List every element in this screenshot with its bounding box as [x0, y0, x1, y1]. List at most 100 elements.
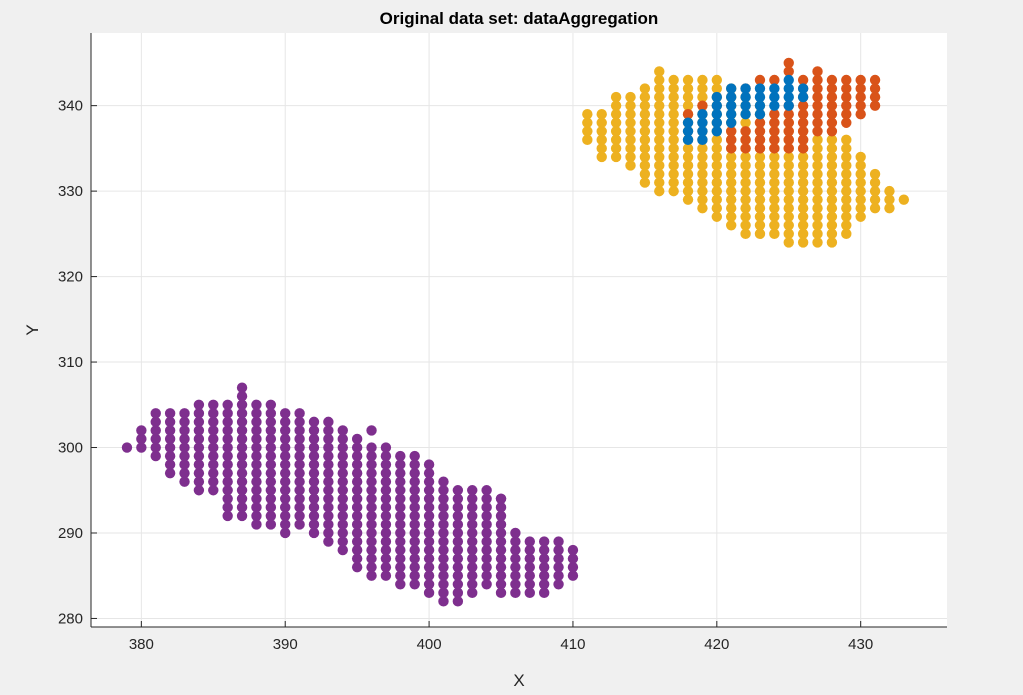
data-point: [265, 493, 277, 504]
data-point: [726, 134, 737, 146]
data-point: [711, 117, 723, 128]
data-point: [395, 553, 406, 564]
data-point: [467, 527, 478, 539]
data-point: [236, 459, 248, 470]
data-point: [783, 160, 794, 171]
data-point: [668, 143, 679, 154]
data-point: [409, 579, 420, 590]
data-point: [797, 228, 809, 240]
data-point: [740, 220, 751, 231]
data-point: [236, 510, 248, 522]
y-tick-label: 340: [58, 98, 83, 115]
data-point: [553, 553, 564, 564]
data-point: [236, 425, 248, 436]
data-point: [654, 151, 665, 163]
data-point: [754, 126, 766, 137]
data-point: [366, 476, 377, 487]
data-point: [697, 108, 708, 120]
data-point: [308, 450, 320, 462]
data-point: [193, 442, 205, 453]
x-tick-label: 400: [417, 636, 442, 653]
data-point: [366, 502, 377, 513]
data-point: [208, 485, 219, 496]
data-point: [769, 185, 780, 197]
data-point: [826, 83, 838, 94]
data-point: [524, 553, 535, 564]
data-point: [280, 416, 291, 428]
data-point: [869, 185, 881, 197]
data-point: [222, 442, 233, 453]
data-point: [797, 100, 809, 111]
data-point: [467, 544, 478, 556]
data-point: [467, 570, 478, 581]
data-point: [136, 433, 147, 445]
data-point: [495, 502, 507, 513]
data-point: [351, 442, 363, 453]
data-point: [366, 459, 377, 470]
data-point: [193, 408, 205, 419]
data-point: [812, 108, 823, 120]
data-point: [351, 536, 363, 547]
data-point: [697, 151, 708, 163]
data-point: [366, 527, 377, 539]
data-point: [769, 108, 780, 120]
data-point: [841, 108, 852, 120]
data-point: [351, 476, 363, 487]
data-point: [510, 579, 521, 590]
data-point: [452, 587, 464, 599]
data-point: [596, 143, 607, 154]
data-point: [236, 408, 248, 419]
data-point: [423, 485, 435, 496]
data-point: [251, 519, 262, 530]
data-point: [395, 493, 406, 504]
data-point: [208, 442, 219, 453]
data-point: [251, 510, 262, 522]
data-point: [395, 502, 406, 513]
data-point: [869, 100, 881, 111]
data-point: [380, 485, 392, 496]
data-point: [654, 143, 665, 154]
data-point: [438, 476, 449, 487]
data-point: [265, 433, 277, 445]
data-point: [280, 485, 291, 496]
data-point: [711, 143, 723, 154]
data-point: [323, 519, 334, 530]
data-point: [610, 126, 622, 137]
data-point: [251, 485, 262, 496]
data-point: [625, 134, 636, 146]
data-point: [754, 143, 766, 154]
data-point: [841, 134, 852, 146]
y-tick-label: 280: [58, 610, 83, 627]
data-point: [855, 194, 866, 205]
data-point: [841, 117, 852, 128]
data-point: [682, 100, 694, 111]
data-point: [380, 570, 392, 581]
data-point: [366, 544, 377, 556]
data-point: [567, 561, 579, 573]
data-point: [409, 450, 420, 462]
data-point: [193, 450, 205, 462]
data-point: [769, 151, 780, 163]
data-point: [754, 108, 766, 120]
data-point: [236, 391, 248, 402]
data-point: [280, 519, 291, 530]
data-point: [495, 536, 507, 547]
data-point: [222, 416, 233, 428]
data-point: [193, 416, 205, 428]
data-point: [510, 536, 521, 547]
data-point: [481, 510, 492, 522]
data-point: [323, 527, 334, 539]
data-point: [769, 177, 780, 188]
data-point: [783, 177, 794, 188]
data-point: [164, 467, 176, 479]
data-point: [783, 91, 794, 103]
data-point: [438, 544, 449, 556]
data-point: [136, 442, 147, 453]
data-point: [337, 433, 348, 445]
data-point: [610, 108, 622, 120]
data-point: [337, 442, 348, 453]
data-point: [179, 459, 190, 470]
data-point: [294, 467, 305, 479]
data-point: [395, 459, 406, 470]
